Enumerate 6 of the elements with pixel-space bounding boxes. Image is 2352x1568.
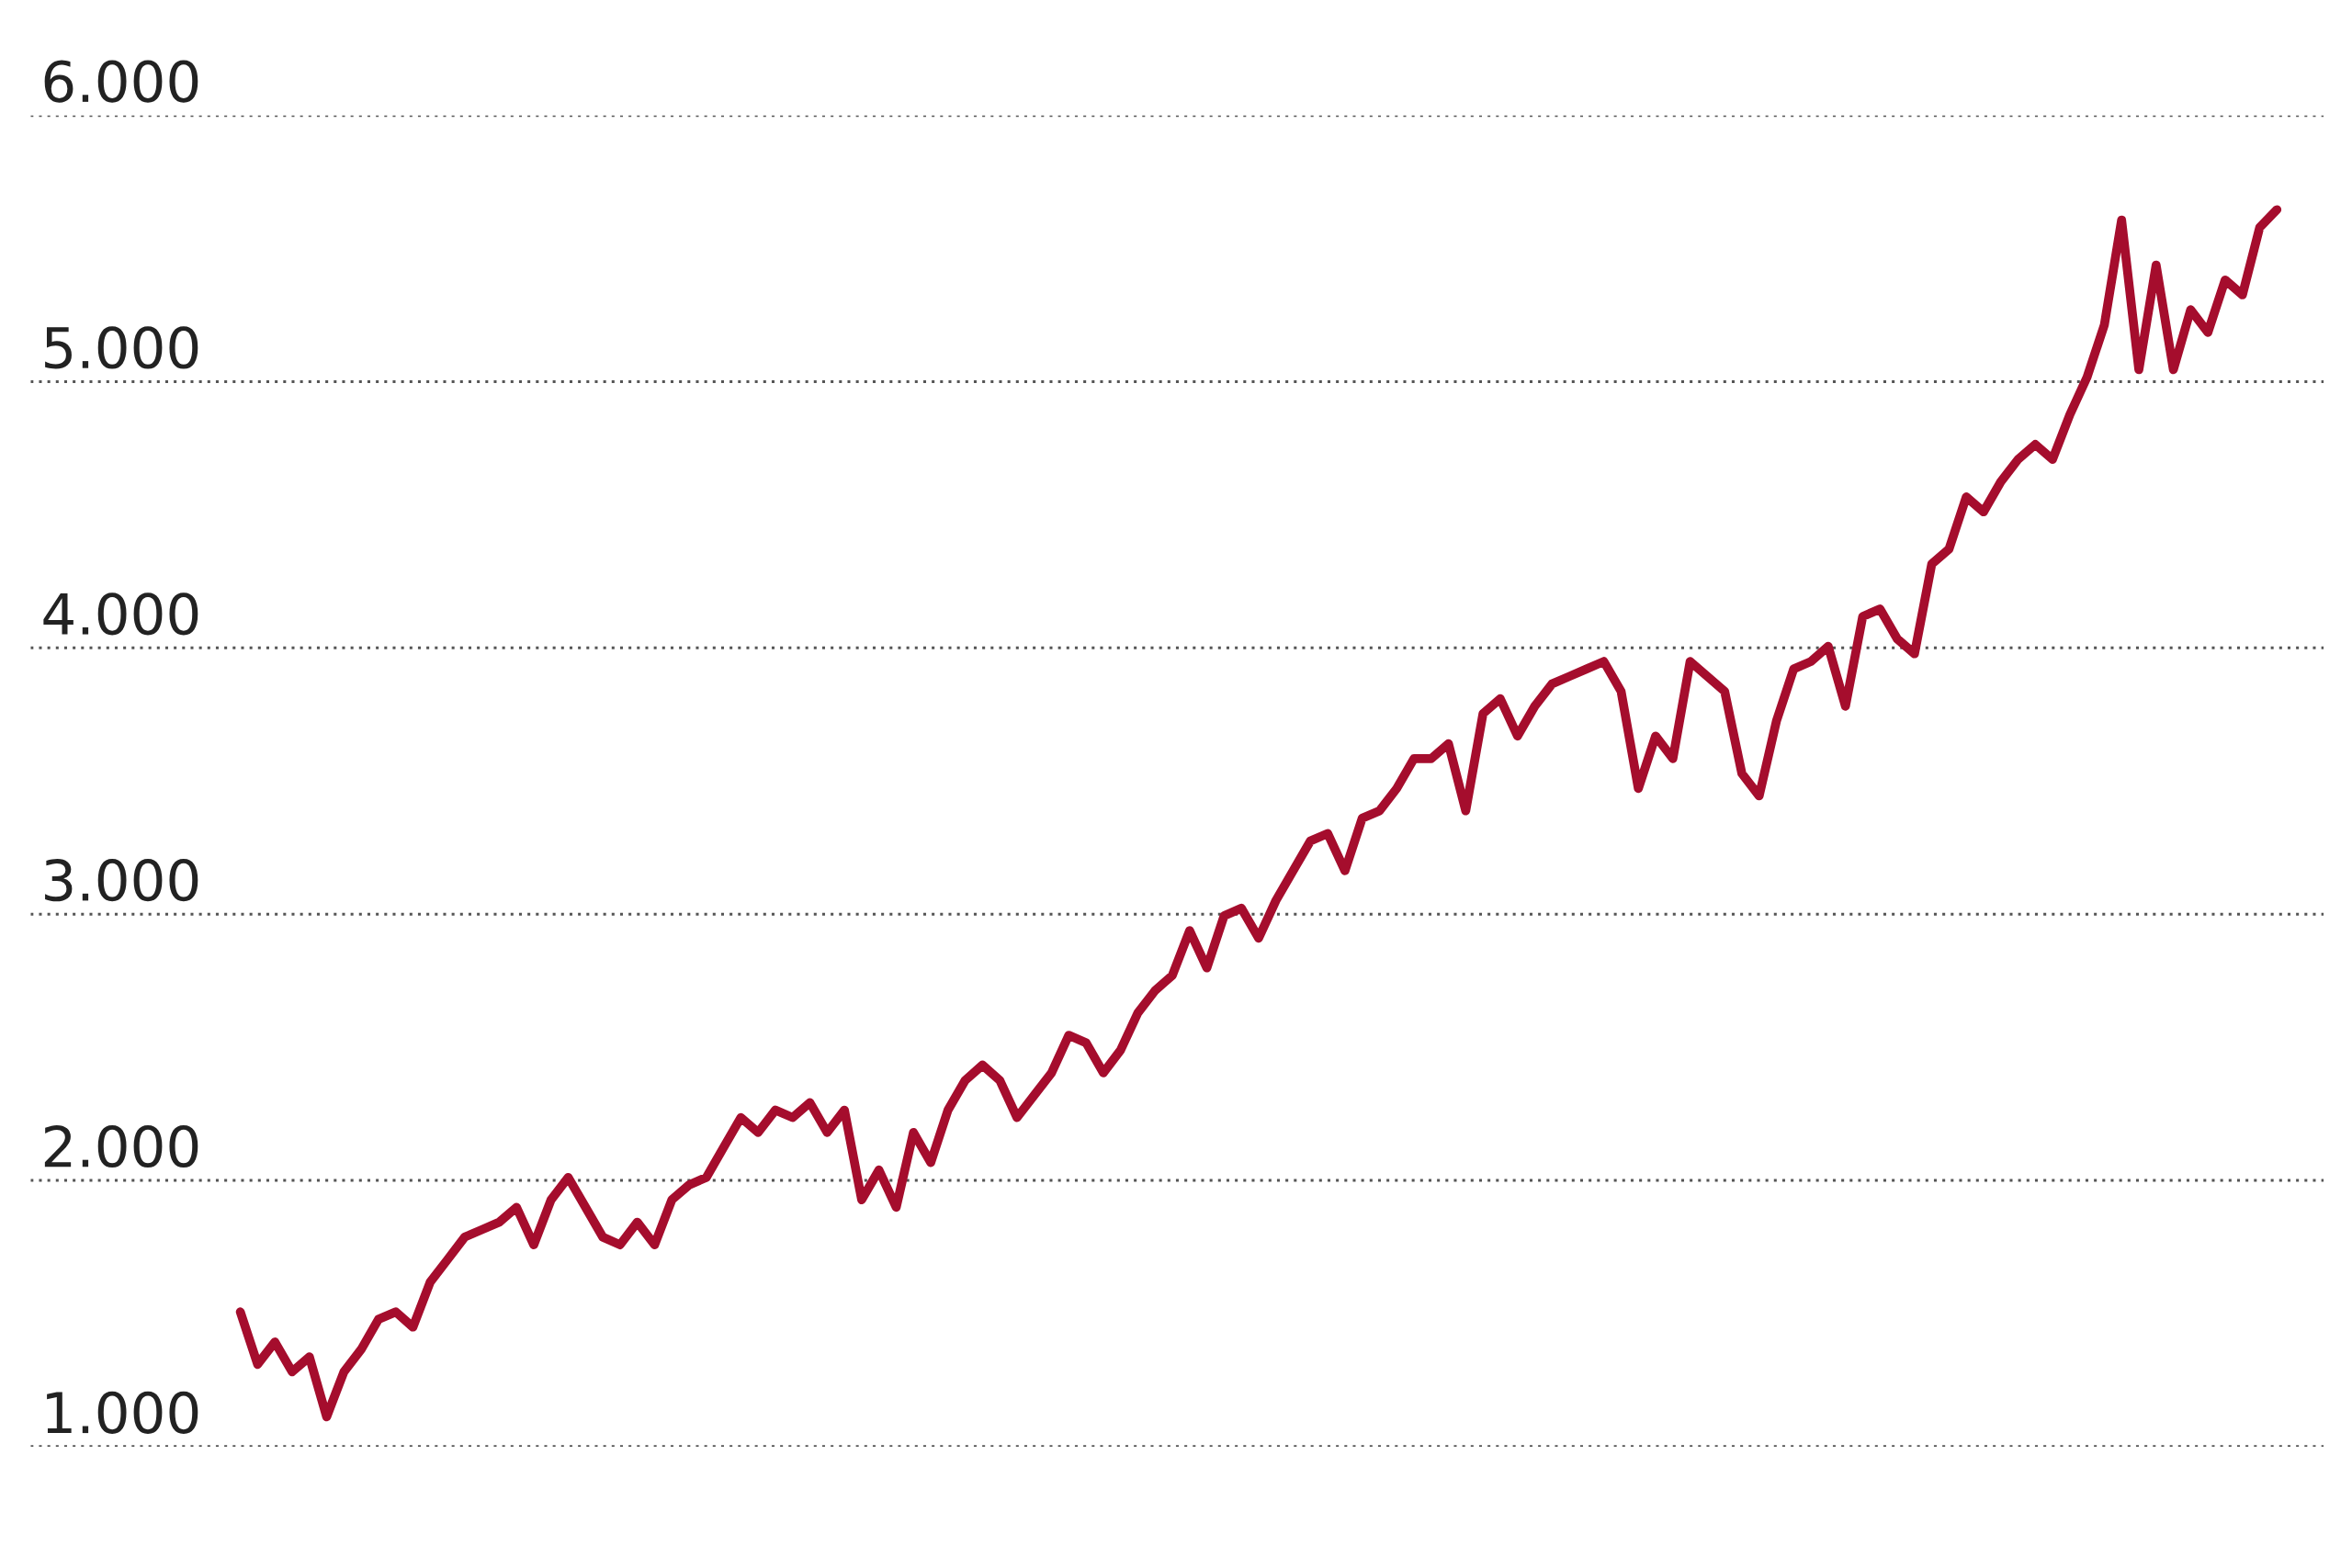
y-tick-label: 1.000: [47, 1391, 198, 1434]
y-tick-label: 2.000: [44, 1124, 198, 1168]
y-tick-label: 5.000: [45, 326, 198, 369]
y-tick-label: 4.000: [43, 592, 198, 636]
y-tick-label: 6.000: [44, 60, 198, 103]
y-tick-label: 3.000: [45, 859, 198, 902]
